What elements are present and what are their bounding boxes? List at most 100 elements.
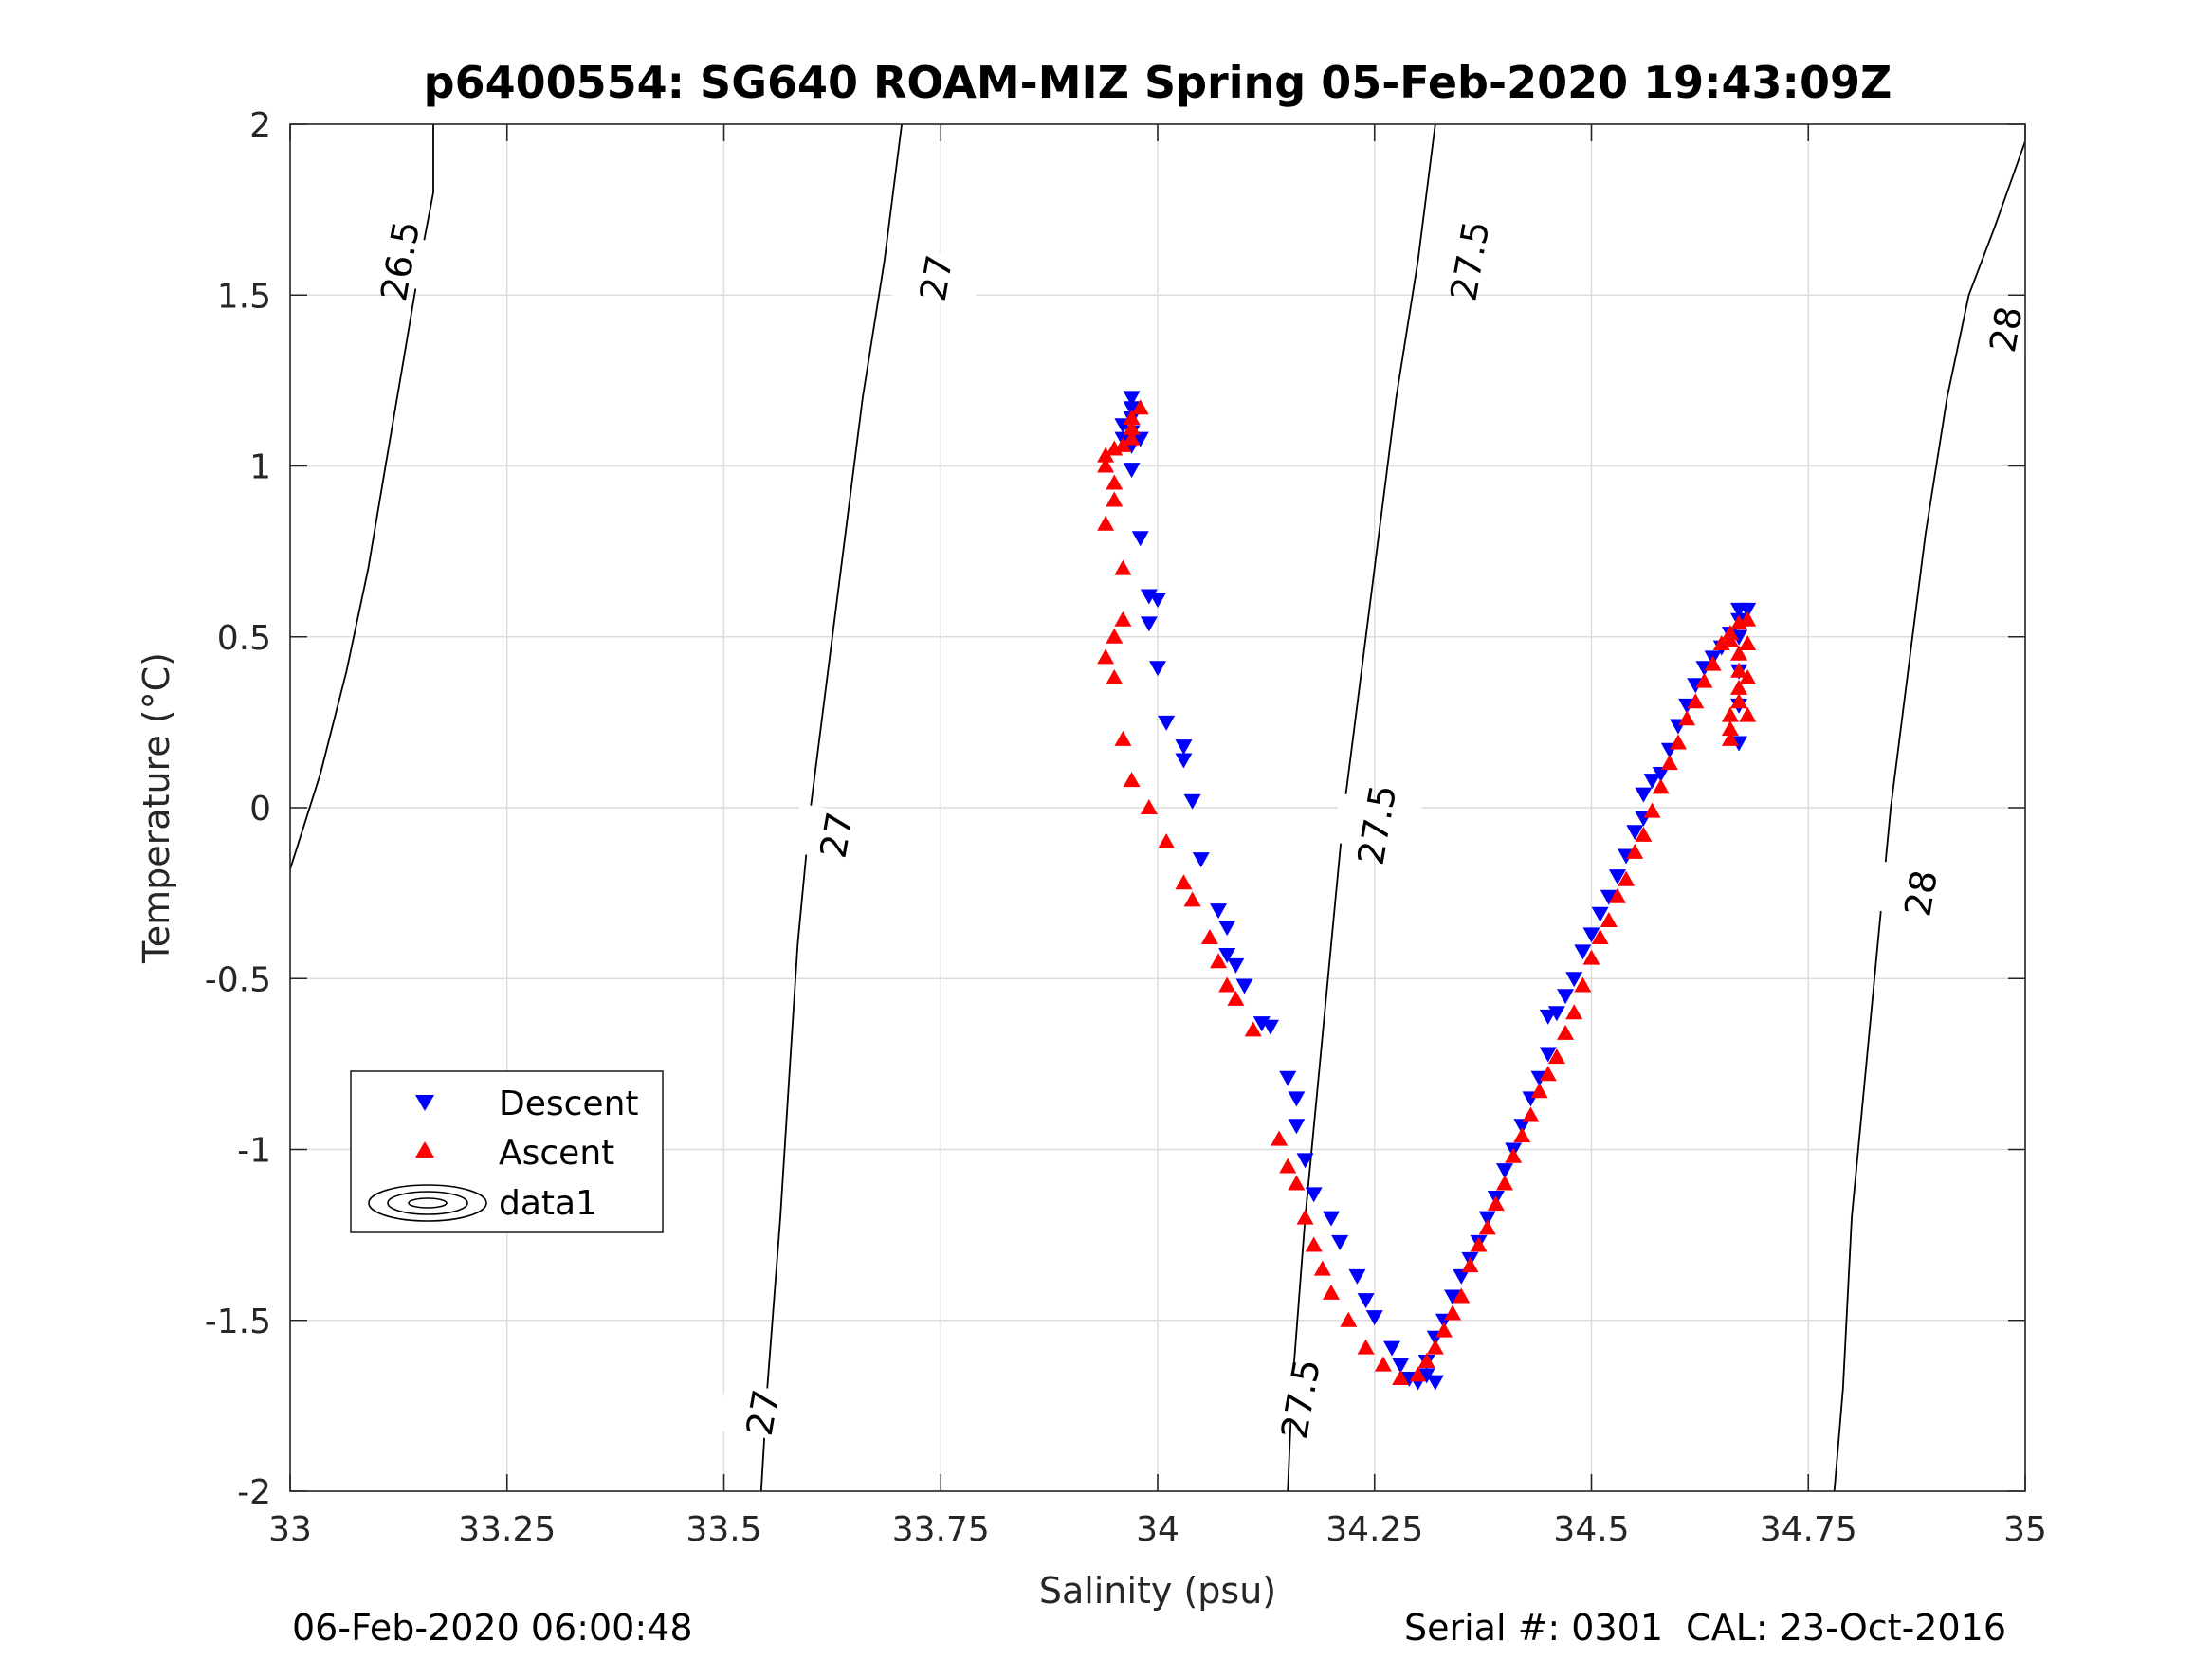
ascent-point <box>1200 928 1218 944</box>
ascent-point <box>1739 669 1757 685</box>
descent-point <box>1131 531 1149 547</box>
ascent-point <box>1288 1175 1306 1191</box>
ascent-point <box>1313 1260 1331 1276</box>
ascent-point <box>1487 1195 1505 1212</box>
ascent-point <box>1522 1106 1540 1122</box>
ascent-point <box>1730 693 1748 709</box>
ascent-point <box>1618 870 1636 886</box>
ascent-point <box>1218 976 1236 993</box>
ascent-point <box>1591 928 1609 944</box>
contour-label-mask <box>890 246 982 310</box>
descent-point <box>1123 401 1141 417</box>
ascent-point <box>1417 1353 1435 1369</box>
descent-point <box>1417 1368 1435 1384</box>
ascent-point <box>1183 891 1201 907</box>
descent-point <box>1574 944 1592 960</box>
descent-point <box>1608 869 1626 885</box>
descent-point <box>1444 1289 1462 1305</box>
ascent-point <box>1097 515 1115 531</box>
ascent-point <box>1123 419 1141 435</box>
legend-ascent-label: Ascent <box>499 1134 614 1173</box>
contour-label: 28 <box>1896 866 1946 919</box>
legend-ascent-marker <box>415 1141 434 1158</box>
ascent-point <box>1305 1236 1323 1252</box>
ascent-point <box>1539 1066 1557 1082</box>
descent-point <box>1478 1211 1496 1227</box>
descent-point <box>1643 774 1661 790</box>
descent-point <box>1496 1163 1513 1179</box>
contour-label-mask <box>1424 228 1516 293</box>
ascent-point <box>1582 949 1600 965</box>
descent-point <box>1131 431 1149 447</box>
legend-descent-label: Descent <box>499 1085 639 1123</box>
ascent-point <box>1426 1339 1444 1355</box>
descent-point <box>1175 753 1193 769</box>
ascent-point <box>1271 1130 1289 1146</box>
ascent-point <box>1557 1024 1575 1040</box>
ascent-point <box>1530 1083 1548 1099</box>
ascent-point <box>1210 953 1228 969</box>
descent-point <box>1582 927 1600 943</box>
y-tick-label: 1.5 <box>217 277 271 316</box>
ascent-point <box>1608 887 1626 903</box>
legend-descent-marker <box>415 1095 434 1111</box>
x-axis-title: Salinity (psu) <box>1039 1570 1276 1612</box>
ascent-point <box>1496 1175 1513 1191</box>
descent-point <box>1279 1070 1297 1086</box>
descent-point <box>1739 602 1757 618</box>
legend: Descent Ascent data1 <box>350 1070 664 1233</box>
ascent-series <box>1097 399 1757 1386</box>
ascent-point <box>1453 1287 1471 1304</box>
ascent-point <box>1721 706 1739 722</box>
ascent-point <box>1097 447 1115 463</box>
ascent-point <box>1470 1236 1488 1252</box>
descent-point <box>1218 948 1236 964</box>
y-tick-labels: -2 -1.5 -1 -0.5 0 0.5 1 1.5 2 <box>205 106 271 1512</box>
descent-point <box>1365 1310 1383 1326</box>
descent-point <box>1426 1375 1444 1391</box>
contour-label-mask <box>1331 793 1423 857</box>
ascent-point <box>1323 1284 1340 1300</box>
ascent-point <box>1478 1219 1496 1235</box>
ascent-point <box>1296 1209 1314 1225</box>
ascent-point <box>1106 474 1124 490</box>
ascent-point <box>1635 826 1653 842</box>
ascent-point <box>1600 911 1618 927</box>
descent-point <box>1235 978 1253 994</box>
x-tick-label: 34.5 <box>1553 1510 1629 1549</box>
y-tick-label: 0.5 <box>217 619 271 658</box>
y-tick-label: -1 <box>237 1132 271 1171</box>
ascent-point <box>1730 645 1748 661</box>
ascent-point <box>1392 1370 1410 1386</box>
y-tick-label: -2 <box>237 1473 271 1512</box>
x-tick-label: 35 <box>2003 1510 2047 1549</box>
ascent-point <box>1643 802 1661 818</box>
descent-point <box>1296 1153 1314 1169</box>
ascent-point <box>1106 440 1124 456</box>
descent-point <box>1383 1340 1401 1357</box>
x-tick-label: 33.5 <box>686 1510 761 1549</box>
ascent-point <box>1730 679 1748 695</box>
contour-label-mask <box>355 228 447 293</box>
descent-point <box>1175 739 1193 756</box>
ascent-point <box>1374 1356 1392 1372</box>
ascent-point <box>1730 662 1748 678</box>
descent-point <box>1183 793 1201 810</box>
descent-point <box>1565 972 1583 988</box>
descent-point <box>1288 1119 1306 1135</box>
x-tick-label: 34.75 <box>1760 1510 1857 1549</box>
y-tick-label: -0.5 <box>205 960 271 999</box>
ascent-point <box>1652 778 1670 794</box>
ascent-point <box>1626 843 1644 859</box>
ascent-point <box>1357 1339 1375 1355</box>
footer-serial-cal: Serial #: 0301 CAL: 23-Oct-2016 <box>1404 1607 2006 1649</box>
ascent-point <box>1670 734 1687 750</box>
descent-point <box>1591 906 1609 922</box>
x-tick-label: 34 <box>1136 1510 1179 1549</box>
y-axis-title: Temperature (°C) <box>136 652 177 964</box>
ascent-point <box>1721 730 1739 746</box>
ascent-point <box>1695 672 1713 688</box>
ascent-point <box>1513 1127 1531 1143</box>
ascent-point <box>1097 648 1115 665</box>
